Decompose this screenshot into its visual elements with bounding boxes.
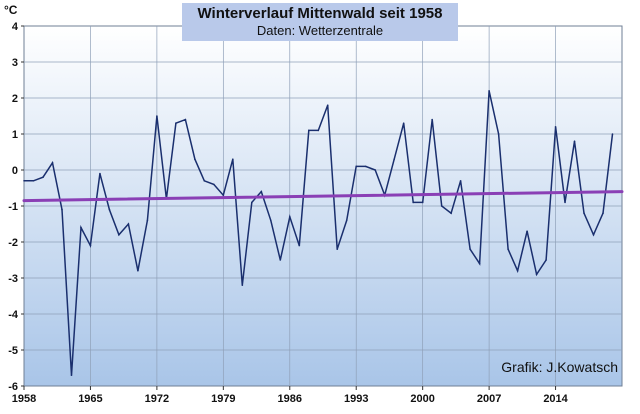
data-point [127,223,130,225]
x-tick-label: 1986 [278,393,302,405]
data-point [203,180,206,182]
series-layer [22,90,624,377]
data-point [583,212,585,214]
labels: -6 -5 -4 -3 -2 -1 0 1 2 3 4 1958 1965 1972 1979 1986 199… [8,21,568,405]
y-axis-unit-label: °C [4,3,18,17]
data-point [459,180,462,182]
y-tick-label: 0 [12,165,18,177]
data-point [99,172,101,175]
data-point [478,262,481,265]
data-point [393,158,395,160]
data-point [516,270,519,272]
data-point [137,270,139,272]
x-tick-label: 1965 [78,393,102,405]
data-point [469,248,471,250]
chart-subtitle: Daten: Wetterzentrale [257,23,383,38]
trend-line [22,190,624,203]
data-point [374,169,377,171]
data-point [355,165,358,168]
data-point [317,129,320,132]
data-point [507,248,509,250]
data-point [526,230,528,232]
data-point [611,133,614,135]
data-point [175,122,177,124]
data-point [80,226,82,229]
data-point [497,133,500,135]
data-point [279,259,282,261]
data-point [42,176,44,178]
data-point [269,219,272,222]
data-point [326,104,329,106]
data-point [412,201,414,204]
data-point [545,259,547,261]
y-tick-label: -4 [8,309,19,321]
data-point [108,208,111,211]
data-point [260,190,263,193]
data-point [564,201,566,204]
data-point [184,118,187,121]
data-point [488,90,490,92]
data-point [118,234,120,236]
data-point [232,158,234,160]
data-point [70,374,73,377]
data-point [573,140,576,142]
data-point [440,205,443,207]
data-point [402,122,405,124]
data-point [431,118,433,121]
data-point [450,212,452,214]
data-point [288,216,291,218]
chart-title: Winterverlauf Mittenwald seit 1958 [198,5,443,22]
x-tick-label: 1972 [145,393,169,405]
grid-lines [24,26,622,386]
data-point [194,158,196,160]
data-point [336,248,339,250]
y-tick-label: 4 [12,21,19,33]
data-point [535,273,538,276]
data-point [61,208,63,211]
data-point [241,284,244,287]
x-tick-label: 2014 [543,393,568,405]
x-tick-label: 2007 [477,393,501,405]
data-point [51,162,54,164]
data-point [146,219,149,222]
y-tick-label: 2 [12,93,18,105]
y-tick-label: -6 [8,381,18,393]
y-tick-label: -3 [8,273,18,285]
y-tick-label: -2 [8,237,18,249]
y-tick-label: 3 [12,57,18,69]
data-point [421,201,424,204]
data-point [222,194,225,196]
data-point [23,180,25,182]
data-point [345,219,348,222]
data-point [592,234,595,236]
credit-label: Grafik: J.Kowatsch [501,359,618,375]
data-point [156,115,158,117]
x-tick-label: 1993 [344,393,368,405]
data-point [213,183,215,186]
data-point [602,212,604,214]
y-tick-label: -5 [8,345,18,357]
data-point [89,244,92,247]
data-point [251,201,253,204]
data-point [298,244,301,247]
data-point [307,129,310,132]
data-point [364,165,367,168]
x-tick-label: 1958 [12,393,36,405]
x-tick-label: 2000 [410,393,434,405]
y-tick-label: -1 [8,201,18,213]
y-tick-label: 1 [12,129,18,141]
data-point [32,180,35,182]
title-box [182,3,458,41]
data-point [554,126,557,128]
axes [21,25,557,390]
x-tick-label: 1979 [211,393,235,405]
